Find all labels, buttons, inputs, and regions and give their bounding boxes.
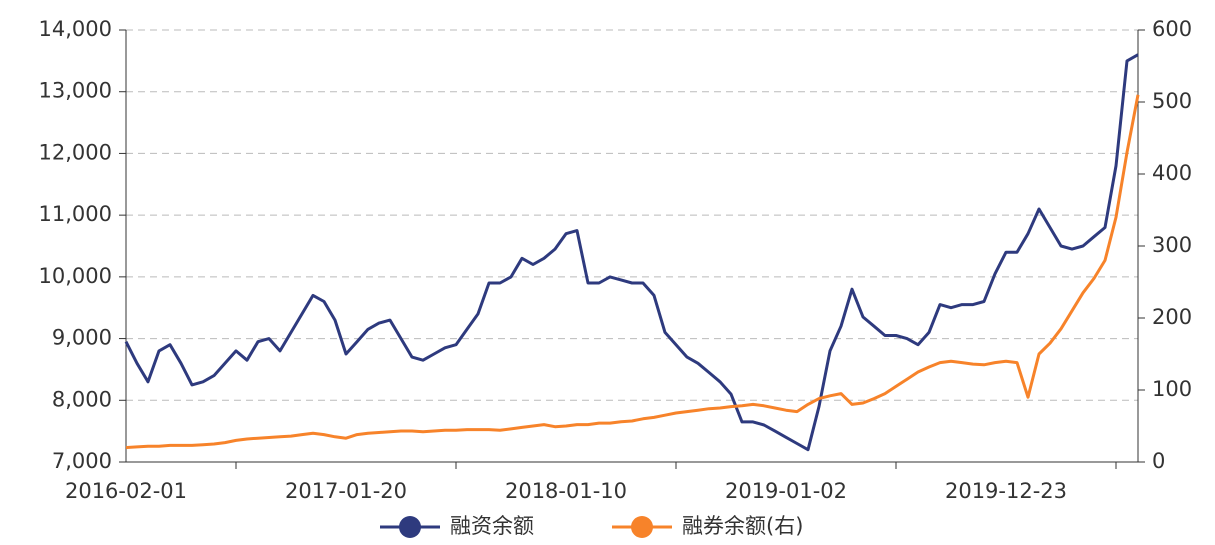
y-tick-label: 12,000 — [39, 140, 112, 164]
legend-label: 融券余额(右) — [682, 514, 803, 538]
y2-tick-label: 200 — [1152, 305, 1192, 329]
y-tick-label: 13,000 — [39, 79, 112, 103]
y2-tick-label: 600 — [1152, 17, 1192, 41]
y-tick-label: 10,000 — [39, 264, 112, 288]
legend-marker — [399, 516, 421, 538]
x-tick-label: 2019-01-02 — [725, 479, 847, 503]
y2-tick-label: 500 — [1152, 89, 1192, 113]
y2-tick-label: 0 — [1152, 449, 1165, 473]
series-line — [124, 53, 1139, 452]
y-tick-label: 7,000 — [52, 449, 112, 473]
x-tick-label: 2017-01-20 — [285, 479, 407, 503]
y2-tick-label: 400 — [1152, 161, 1192, 185]
y-tick-label: 9,000 — [52, 326, 112, 350]
series-line — [125, 94, 1140, 450]
y2-tick-label: 300 — [1152, 233, 1192, 257]
legend-marker — [631, 516, 653, 538]
x-tick-label: 2016-02-01 — [65, 479, 187, 503]
y2-tick-label: 100 — [1152, 377, 1192, 401]
y-tick-label: 8,000 — [52, 387, 112, 411]
y-tick-label: 11,000 — [39, 202, 112, 226]
x-tick-label: 2019-12-23 — [945, 479, 1067, 503]
x-tick-label: 2018-01-10 — [505, 479, 627, 503]
y-tick-label: 14,000 — [39, 17, 112, 41]
legend-label: 融资余额 — [450, 514, 534, 538]
